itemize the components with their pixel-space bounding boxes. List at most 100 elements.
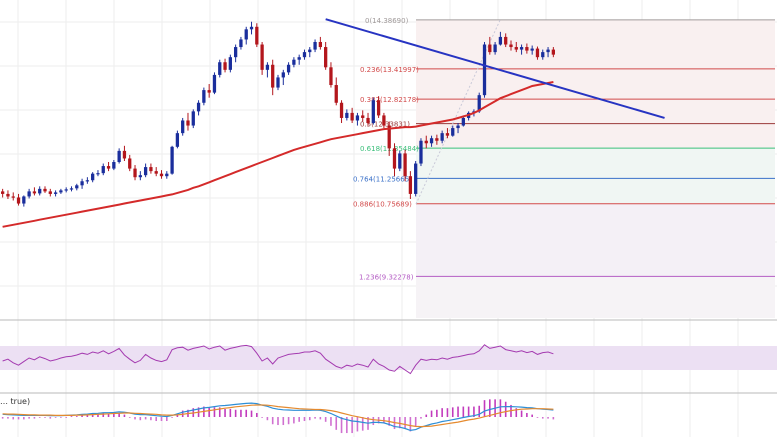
- macd-histogram-bar: [319, 417, 322, 420]
- fibonacci-level-label: 0.382(12.82178): [360, 96, 419, 104]
- macd-histogram-bar: [462, 406, 465, 417]
- macd-histogram-bar: [240, 409, 242, 417]
- candle-body: [414, 163, 418, 194]
- macd-histogram-bar: [171, 417, 173, 418]
- candle-body: [329, 67, 333, 86]
- candle-body: [128, 158, 132, 169]
- candle-body: [138, 175, 142, 178]
- macd-histogram-bar: [478, 405, 481, 417]
- candle-body: [339, 102, 344, 118]
- macd-histogram-bar: [473, 406, 475, 417]
- candle-body: [196, 102, 201, 112]
- candle-body: [85, 180, 90, 182]
- macd-histogram-bar: [356, 417, 359, 432]
- candle-body: [504, 36, 508, 45]
- candle-body: [302, 52, 307, 58]
- candle-body: [133, 168, 137, 178]
- rsi-band: [0, 346, 777, 370]
- candle-body: [398, 153, 402, 169]
- candle-body: [482, 44, 487, 96]
- macd-histogram-bar: [409, 417, 412, 432]
- candle-body: [403, 153, 407, 177]
- candle-body: [59, 190, 63, 193]
- candle-body: [218, 62, 222, 75]
- candle-body: [292, 59, 296, 65]
- candle-body: [32, 191, 37, 194]
- macd-signal-line: [2, 404, 554, 428]
- macd-histogram-bar: [33, 417, 36, 419]
- candle-body: [6, 193, 10, 197]
- macd-histogram-bar: [155, 417, 158, 422]
- fibonacci-level-label: 1.236(9.32278): [359, 273, 414, 281]
- candle-body: [493, 44, 497, 53]
- macd-histogram-bar: [128, 417, 131, 418]
- fibonacci-band: [416, 148, 775, 179]
- candle-body: [313, 41, 317, 50]
- candle-body: [75, 185, 79, 189]
- macd-histogram-bar: [457, 406, 459, 417]
- candle-body: [276, 77, 280, 88]
- macd-histogram-bar: [23, 417, 25, 420]
- moving-average-line: [2, 81, 554, 228]
- price-candles: [1, 21, 555, 207]
- macd-histogram-bar: [12, 417, 15, 420]
- macd-histogram-bar: [441, 408, 443, 417]
- macd-histogram-bar: [346, 417, 348, 434]
- candle-body: [233, 47, 238, 58]
- macd-histogram-bar: [504, 401, 507, 417]
- macd-histogram-bar: [308, 417, 311, 421]
- macd-histogram-bar: [134, 417, 136, 420]
- macd-histogram-bar: [335, 417, 338, 430]
- macd-histogram-bar: [430, 410, 433, 417]
- macd-histogram-bar: [515, 408, 518, 417]
- macd-histogram-bar: [166, 417, 168, 422]
- macd-histogram-bar: [293, 417, 295, 424]
- macd-histogram-bar: [1, 417, 4, 419]
- candle-body: [186, 120, 190, 126]
- macd-histogram-bar: [81, 414, 83, 417]
- fibonacci-band: [416, 19, 775, 69]
- candle-body: [175, 133, 180, 147]
- macd-histogram-bar: [107, 413, 110, 417]
- candle-body: [376, 100, 381, 116]
- fibonacci-level-label: 0.886(10.75689): [353, 201, 412, 209]
- candle-body: [112, 162, 116, 169]
- candle-body: [22, 196, 26, 204]
- candle-body: [281, 72, 285, 78]
- candle-body: [228, 57, 232, 70]
- macd-histogram-bar: [139, 417, 142, 421]
- macd-histogram-bar: [340, 417, 343, 434]
- candle-body: [350, 112, 354, 121]
- fibonacci-band: [416, 68, 775, 100]
- candle-body: [445, 133, 450, 136]
- candle-body: [260, 44, 264, 70]
- candle-body: [191, 111, 195, 126]
- candle-body: [249, 26, 254, 30]
- macd-histogram-bar: [224, 408, 226, 417]
- macd-histogram-bar: [420, 417, 422, 419]
- macd-histogram-bar: [28, 417, 30, 419]
- macd-histogram-bar: [404, 417, 406, 430]
- macd-histogram-bar: [483, 400, 486, 417]
- fibonacci-band: [416, 178, 775, 204]
- candle-body: [530, 48, 534, 51]
- candle-body: [509, 44, 513, 48]
- macd-panel: … true): [0, 397, 555, 434]
- candle-body: [1, 191, 5, 194]
- candle-body: [53, 192, 58, 194]
- macd-histogram-bar: [49, 417, 52, 419]
- fibonacci-level-label: 0.764(11.25665): [353, 175, 412, 183]
- candle-body: [170, 146, 174, 174]
- candle-body: [519, 47, 524, 50]
- candle-body: [419, 140, 423, 164]
- macd-histogram-bar: [261, 417, 263, 418]
- candle-body: [165, 173, 169, 177]
- macd-histogram-bar: [113, 413, 115, 417]
- candle-body: [451, 128, 455, 136]
- macd-histogram-bar: [536, 417, 539, 418]
- candle-body: [318, 41, 323, 48]
- fibonacci-band: [416, 99, 775, 124]
- macd-histogram-bar: [65, 417, 67, 418]
- candle-body: [408, 176, 413, 194]
- macd-line: [2, 402, 554, 432]
